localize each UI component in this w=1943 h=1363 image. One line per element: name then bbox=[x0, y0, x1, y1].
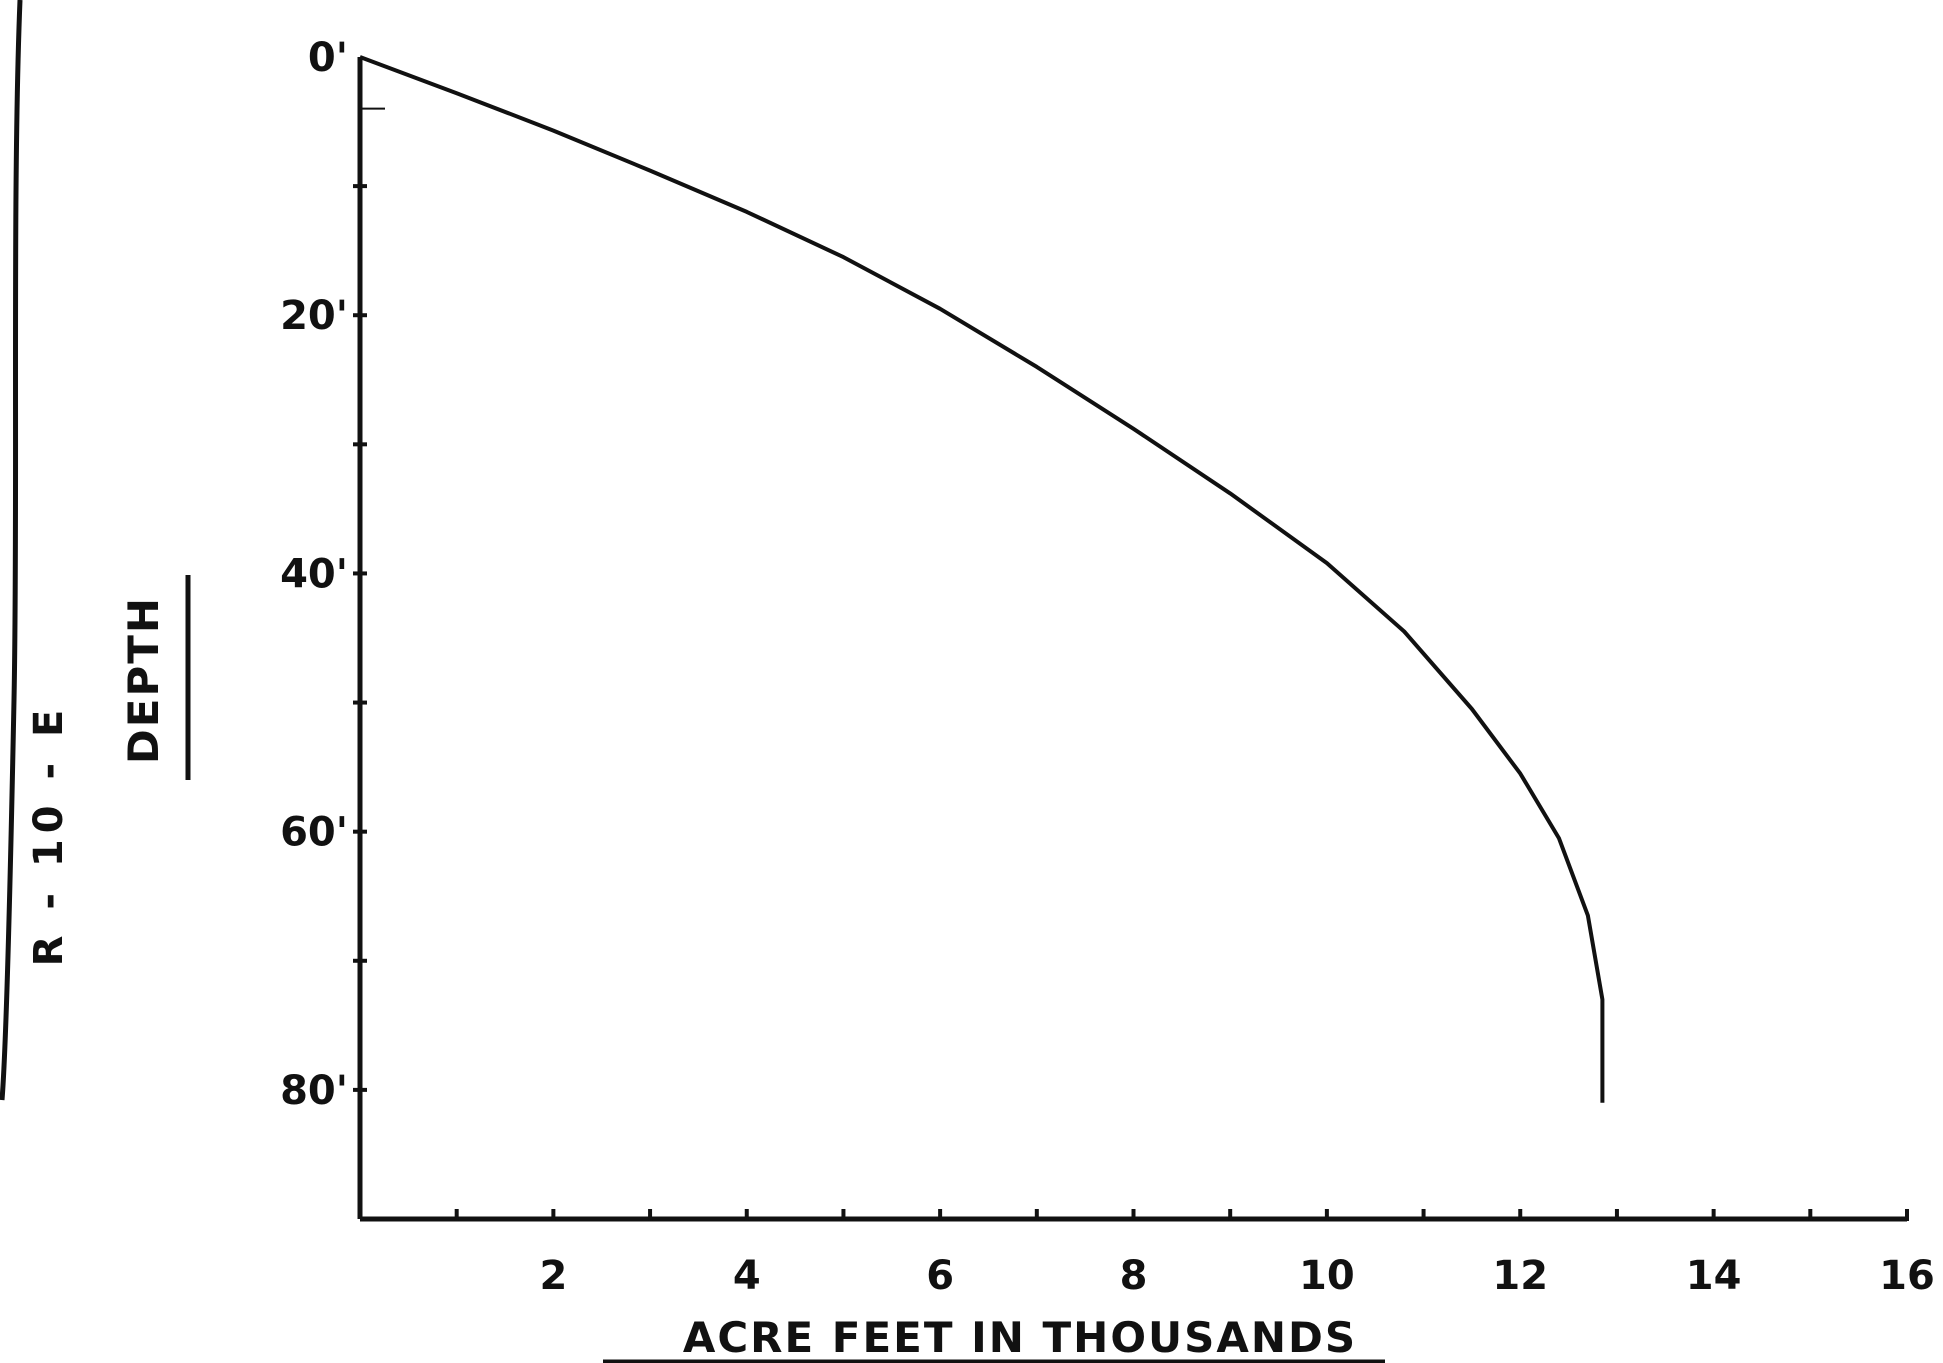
x-tick-label: 6 bbox=[926, 1253, 954, 1299]
x-tick-label: 2 bbox=[539, 1253, 567, 1299]
y-tick-label: 0' bbox=[308, 35, 348, 81]
y-tick-label: 60' bbox=[280, 810, 348, 856]
y-axis-title: DEPTH bbox=[119, 596, 168, 764]
page-margin-line bbox=[0, 0, 23, 1101]
y-tick-label: 40' bbox=[280, 551, 348, 597]
y-tick-label: 80' bbox=[280, 1068, 348, 1114]
ticks bbox=[353, 107, 1909, 1221]
x-tick-label: 12 bbox=[1492, 1253, 1548, 1299]
depth-capacity-curve bbox=[359, 55, 1605, 1103]
x-tick-label: 16 bbox=[1879, 1253, 1935, 1299]
x-axis-title: ACRE FEET IN THOUSANDS bbox=[683, 1313, 1357, 1362]
side-label: R - 10 - E bbox=[26, 704, 72, 967]
x-tick-label: 10 bbox=[1299, 1253, 1355, 1299]
tick-labels: 2 4 6 8 10 12 14 16 0' 20' 40' 60' 80' bbox=[280, 35, 1935, 1299]
x-tick-label: 4 bbox=[733, 1253, 761, 1299]
x-tick-label: 14 bbox=[1686, 1253, 1742, 1299]
axes bbox=[357, 57, 1907, 1222]
y-tick-label: 20' bbox=[280, 293, 348, 339]
series-layer bbox=[359, 55, 1605, 1103]
x-tick-label: 8 bbox=[1120, 1253, 1148, 1299]
